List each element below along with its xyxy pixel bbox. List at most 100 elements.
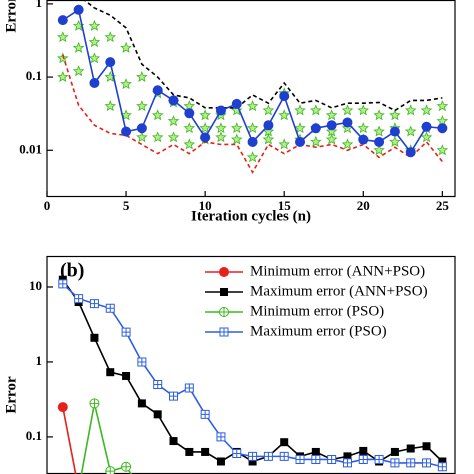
marker (104, 100, 117, 112)
marker (89, 398, 100, 409)
marker (215, 105, 226, 116)
marker (90, 333, 99, 342)
marker (57, 52, 69, 64)
marker (169, 391, 179, 401)
y-tick-label: 0.1 (26, 428, 42, 443)
marker (358, 134, 369, 145)
x-tick-label: 0 (44, 198, 51, 213)
marker (248, 457, 257, 466)
marker (120, 78, 132, 90)
marker (262, 133, 275, 145)
marker (184, 383, 194, 393)
legend-label: Minimum error (ANN+PSO) (250, 263, 425, 279)
series-line (80, 403, 133, 474)
marker (310, 123, 321, 134)
marker (389, 135, 401, 147)
marker (311, 447, 320, 456)
marker (390, 458, 400, 468)
marker (327, 454, 337, 464)
legend-label: Maximum error (ANN+PSO) (250, 283, 428, 299)
marker (151, 131, 164, 143)
marker (72, 41, 85, 53)
marker (263, 120, 274, 131)
marker (373, 125, 385, 137)
marker (105, 57, 116, 68)
marker (422, 442, 431, 451)
marker (246, 100, 259, 112)
marker (279, 91, 290, 102)
marker (232, 449, 242, 459)
marker (246, 122, 259, 134)
marker (295, 136, 306, 147)
y-tick-label: 0.01 (19, 141, 42, 156)
marker (374, 136, 385, 147)
marker (262, 104, 275, 116)
marker (183, 138, 196, 150)
y-tick-label: 1 (36, 0, 43, 10)
x-axis-label: Iteration cycles (n) (191, 208, 311, 224)
marker (373, 109, 385, 121)
marker (216, 432, 226, 442)
marker (420, 131, 433, 143)
marker (358, 454, 368, 464)
marker (72, 65, 85, 77)
marker (422, 458, 432, 468)
marker (437, 123, 448, 134)
x-tick-label: 5 (123, 198, 130, 213)
marker (406, 458, 416, 468)
marker (310, 104, 322, 116)
marker (278, 109, 290, 121)
legend-label: Maximum error (PSO) (250, 323, 387, 339)
series-line (62, 54, 443, 174)
marker (420, 104, 433, 116)
plot-area (57, 0, 449, 174)
marker (263, 451, 273, 461)
marker (185, 447, 194, 456)
marker (279, 451, 289, 461)
marker (437, 462, 447, 472)
marker (151, 109, 164, 121)
marker (438, 457, 447, 466)
marker (357, 104, 370, 116)
marker (199, 122, 211, 134)
marker (390, 447, 399, 456)
marker (405, 147, 416, 158)
marker (295, 454, 305, 464)
marker (136, 100, 148, 112)
marker (105, 303, 115, 313)
marker (359, 446, 368, 455)
marker (122, 371, 131, 380)
marker (167, 115, 180, 127)
marker (169, 437, 178, 446)
marker (74, 294, 84, 304)
x-tick-label: 10 (199, 198, 212, 213)
marker (325, 133, 338, 145)
marker (404, 104, 417, 116)
marker (342, 458, 352, 468)
marker (57, 31, 69, 43)
marker (404, 125, 417, 137)
marker (325, 109, 338, 121)
marker (373, 144, 385, 156)
marker (57, 71, 69, 83)
marker (183, 122, 196, 134)
marker (343, 452, 352, 461)
y-tick-label: 10 (29, 278, 42, 293)
marker (121, 126, 132, 137)
y-tick-label: 0.1 (26, 68, 42, 83)
marker (278, 138, 290, 150)
marker (57, 15, 68, 26)
marker (201, 447, 210, 456)
marker (136, 123, 147, 134)
marker (153, 410, 162, 419)
series-line (62, 406, 77, 474)
marker (199, 109, 211, 121)
marker (89, 78, 100, 89)
marker (248, 451, 258, 461)
marker (89, 299, 99, 309)
marker (136, 71, 148, 83)
marker (88, 52, 101, 64)
marker (168, 95, 179, 106)
marker (389, 126, 400, 137)
